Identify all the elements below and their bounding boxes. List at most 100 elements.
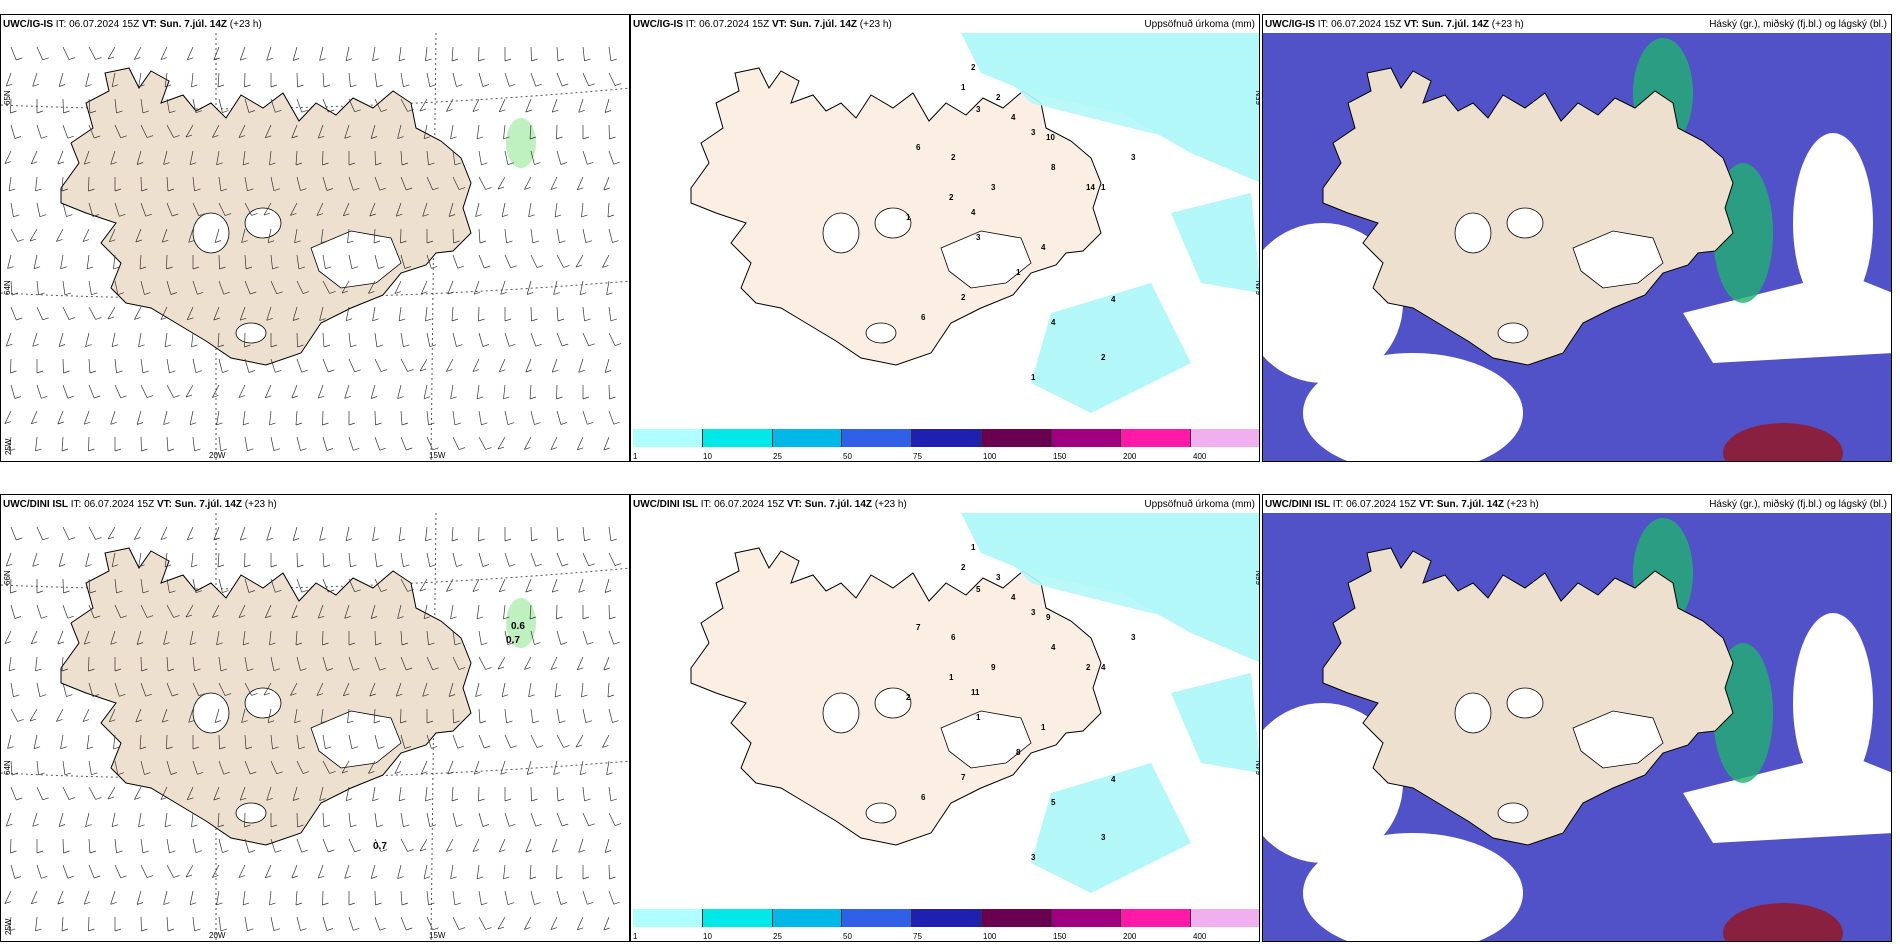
- colorbar-tick: 100: [983, 452, 997, 461]
- value-label: 14: [1086, 183, 1095, 192]
- value-label: 6: [921, 313, 926, 322]
- colorbar-tick: 10: [703, 452, 712, 461]
- value-label: 11: [971, 688, 980, 697]
- init-time: 06.07.2024 15Z: [699, 19, 770, 30]
- latitude-label: 64N: [3, 280, 12, 295]
- colorbar-swatch: [842, 429, 913, 447]
- lead-time: (+23 h): [1506, 499, 1539, 510]
- lead-time: (+23 h): [244, 499, 277, 510]
- colorbar-tick: 25: [773, 452, 782, 461]
- value-label: 2: [996, 93, 1001, 102]
- model-name: UWC/IG-IS: [3, 19, 53, 30]
- value-label: 1: [1101, 183, 1106, 192]
- value-label: 8: [1051, 163, 1056, 172]
- it-label: IT:: [55, 19, 67, 30]
- value-label: 4: [1101, 663, 1106, 672]
- value-label: 1: [1041, 723, 1046, 732]
- map-canvas: [631, 33, 1259, 461]
- panel-header: UWC/IG-IS IT: 06.07.2024 15Z VT: Sun. 7.…: [3, 19, 262, 30]
- value-label: 4: [971, 208, 976, 217]
- field-title: Uppsöfnuð úrkoma (mm): [1144, 19, 1255, 30]
- colorbar-swatch: [702, 909, 773, 927]
- colorbar-swatch: [912, 429, 982, 447]
- value-label: 5: [976, 585, 981, 594]
- colorbar-tick: 50: [843, 932, 852, 941]
- latitude-label: 65N: [3, 90, 12, 105]
- map-canvas: [1, 513, 629, 941]
- value-label: 3: [976, 233, 981, 242]
- init-time: 06.07.2024 15Z: [1346, 499, 1417, 510]
- it-label: IT:: [1332, 499, 1344, 510]
- value-label: 2: [1086, 663, 1091, 672]
- field-title: Háský (gr.), miðský (fj.bl.) og lágský (…: [1709, 499, 1887, 510]
- map-panel-6: UWC/DINI ISL IT: 06.07.2024 15Z VT: Sun.…: [1262, 494, 1892, 942]
- model-name: UWC/IG-IS: [633, 19, 683, 30]
- it-label: IT:: [70, 499, 82, 510]
- vt-label: VT:: [141, 19, 157, 30]
- longitude-label: 25W: [4, 438, 13, 455]
- init-time: 06.07.2024 15Z: [84, 499, 155, 510]
- value-label: 1: [961, 83, 966, 92]
- panel-header: UWC/IG-IS IT: 06.07.2024 15Z VT: Sun. 7.…: [633, 19, 892, 30]
- valid-time: Sun. 7.júl. 14Z: [804, 499, 872, 510]
- it-label: IT:: [685, 19, 697, 30]
- value-label: 1: [971, 543, 976, 552]
- colorbar-swatch: [842, 909, 913, 927]
- value-label: 4: [1051, 318, 1056, 327]
- vt-label: VT:: [156, 499, 172, 510]
- value-label: 2: [961, 563, 966, 572]
- field-title: Háský (gr.), miðský (fj.bl.) og lágský (…: [1709, 19, 1887, 30]
- value-label: 3: [976, 105, 981, 114]
- model-name: UWC/DINI ISL: [3, 499, 68, 510]
- value-label: 3: [1031, 853, 1036, 862]
- value-label: 7: [916, 623, 921, 632]
- map-canvas: [1, 33, 629, 461]
- colorbar-tick: 200: [1123, 452, 1137, 461]
- value-label: 3: [1101, 833, 1106, 842]
- vt-label: VT:: [1403, 19, 1419, 30]
- value-label: 3: [1031, 128, 1036, 137]
- colorbar-tick: 1: [633, 452, 638, 461]
- colorbar: [633, 429, 1259, 447]
- colorbar-swatch: [1051, 909, 1122, 927]
- colorbar-tick: 150: [1053, 452, 1067, 461]
- value-label: 2: [971, 63, 976, 72]
- colorbar-tick: 100: [983, 932, 997, 941]
- value-label: 5: [1051, 798, 1056, 807]
- map-panel-3: UWC/IG-IS IT: 06.07.2024 15Z VT: Sun. 7.…: [1262, 14, 1892, 462]
- value-label: 3: [1031, 608, 1036, 617]
- colorbar-tick: 75: [913, 932, 922, 941]
- value-label: 4: [1111, 295, 1116, 304]
- field-title: Uppsöfnuð úrkoma (mm): [1144, 499, 1255, 510]
- model-name: UWC/DINI ISL: [1265, 499, 1330, 510]
- value-label: 9: [1046, 613, 1051, 622]
- longitude-label: 25W: [4, 918, 13, 935]
- value-label: 1: [1016, 268, 1021, 277]
- panel-header: UWC/DINI ISL IT: 06.07.2024 15Z VT: Sun.…: [633, 499, 907, 510]
- map-canvas: [631, 513, 1259, 941]
- colorbar-tick: 1: [633, 932, 638, 941]
- lead-time: (+23 h): [874, 499, 907, 510]
- colorbar-tick: 150: [1053, 932, 1067, 941]
- value-label: 3: [996, 573, 1001, 582]
- colorbar-tick: 25: [773, 932, 782, 941]
- colorbar-tick: 400: [1193, 452, 1207, 461]
- map-panel-4: UWC/DINI ISL IT: 06.07.2024 15Z VT: Sun.…: [0, 494, 630, 942]
- init-time: 06.07.2024 15Z: [69, 19, 140, 30]
- valid-time: Sun. 7.júl. 14Z: [1436, 499, 1504, 510]
- colorbar-swatch: [1051, 429, 1122, 447]
- value-label: 1: [906, 213, 911, 222]
- colorbar-swatch: [981, 909, 1052, 927]
- init-time: 06.07.2024 15Z: [1331, 19, 1402, 30]
- map-panel-2: UWC/IG-IS IT: 06.07.2024 15Z VT: Sun. 7.…: [630, 14, 1260, 462]
- colorbar: [633, 909, 1259, 927]
- value-label: 4: [1011, 113, 1016, 122]
- value-label: 4: [1011, 593, 1016, 602]
- latitude-label: 65N: [1255, 90, 1260, 105]
- colorbar-swatch: [633, 429, 703, 447]
- latitude-label: 64N: [3, 760, 12, 775]
- value-label: 10: [1046, 133, 1055, 142]
- value-label: 1: [976, 713, 981, 722]
- value-label: 6: [921, 793, 926, 802]
- value-label: 4: [1041, 243, 1046, 252]
